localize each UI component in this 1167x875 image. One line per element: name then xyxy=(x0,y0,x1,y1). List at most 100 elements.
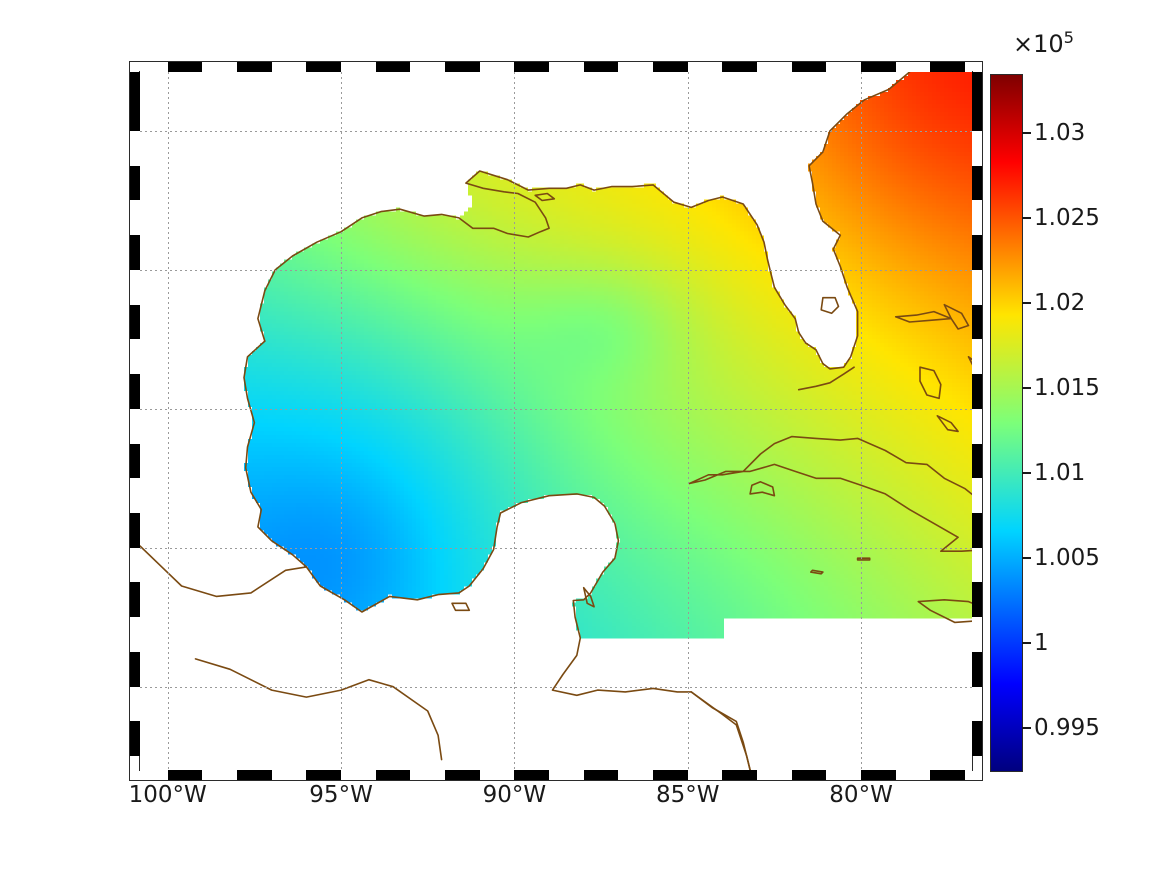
border-segment-bottom xyxy=(140,770,168,780)
colorbar-tick-mark xyxy=(1022,302,1031,305)
longitude-tick-label: 85°W xyxy=(655,782,720,808)
coastline-overlay xyxy=(140,72,972,770)
border-segment-right xyxy=(972,200,982,236)
border-segment-bottom xyxy=(583,770,619,780)
border-segment-top xyxy=(237,62,272,72)
border-segment-right xyxy=(972,513,982,548)
colorbar-gradient xyxy=(991,75,1022,771)
coastline-cayman2 xyxy=(856,557,871,561)
border-segment-top xyxy=(965,62,972,72)
border-segment-bottom xyxy=(237,770,272,780)
map-axes xyxy=(129,61,983,781)
border-segment-right xyxy=(972,443,982,479)
border-segment-right xyxy=(972,235,982,270)
colorbar-tick-mark xyxy=(1022,217,1031,220)
border-segment-top xyxy=(341,62,376,72)
border-segment-bottom xyxy=(341,770,376,780)
gridline-meridian xyxy=(341,72,343,770)
border-segment-bottom xyxy=(306,770,342,780)
coastline-isla-juventud xyxy=(749,481,776,497)
border-segment-right xyxy=(972,721,982,757)
gridline-meridian xyxy=(687,72,689,770)
coastline-mexico-texas xyxy=(140,493,751,770)
coastline-mx-small1 xyxy=(451,602,471,612)
border-segment-right xyxy=(972,547,982,583)
colorbar[interactable] xyxy=(990,74,1023,772)
border-segment-top xyxy=(653,62,688,72)
gridline-meridian xyxy=(514,72,516,770)
border-segment-bottom xyxy=(653,770,688,780)
border-segment-right xyxy=(972,374,982,409)
border-segment-left xyxy=(130,408,140,444)
coastline-bahamas-abaco xyxy=(943,303,970,330)
border-segment-right xyxy=(972,617,982,652)
border-segment-top xyxy=(306,62,342,72)
map-plot-area xyxy=(140,72,972,770)
coastline-cuba xyxy=(688,435,972,552)
coastline-cayman xyxy=(810,569,824,575)
border-segment-right xyxy=(972,72,982,97)
border-segment-bottom xyxy=(375,770,411,780)
gridline-parallel xyxy=(140,269,972,271)
gridline-parallel xyxy=(140,547,972,549)
border-segment-left xyxy=(130,72,140,97)
colorbar-tick-mark xyxy=(1022,726,1031,729)
border-segment-right xyxy=(972,408,982,444)
border-segment-bottom xyxy=(514,770,550,780)
border-segment-top xyxy=(757,62,792,72)
border-segment-top xyxy=(826,62,862,72)
border-segment-left xyxy=(130,721,140,757)
border-segment-right xyxy=(972,131,982,166)
border-segment-bottom xyxy=(757,770,792,780)
border-segment-top xyxy=(167,62,203,72)
border-segment-top xyxy=(791,62,827,72)
border-segment-top xyxy=(722,62,758,72)
border-segment-top xyxy=(861,62,896,72)
gridline-meridian xyxy=(167,72,169,770)
border-segment-bottom xyxy=(687,770,723,780)
coastline-florida-keys xyxy=(797,366,855,391)
border-segment-top xyxy=(514,62,550,72)
border-segment-right xyxy=(972,686,982,722)
colorbar-tick-label: 0.995 xyxy=(1034,714,1100,741)
gridline-meridian xyxy=(861,72,863,770)
border-segment-top xyxy=(479,62,515,72)
border-segment-top xyxy=(202,62,238,72)
colorbar-tick-mark xyxy=(1022,556,1031,559)
border-segment-bottom xyxy=(930,770,966,780)
coastline-caribbean-coast xyxy=(690,691,751,770)
border-segment-left xyxy=(130,165,140,201)
gridline-parallel xyxy=(140,131,972,133)
border-segment-top xyxy=(549,62,584,72)
border-segment-top xyxy=(583,62,619,72)
coastline-bahamas-andros xyxy=(919,366,942,400)
colorbar-tick-mark xyxy=(1022,132,1031,135)
coastline-lake-okeechobee xyxy=(820,296,840,315)
border-segment-top xyxy=(895,62,931,72)
border-segment-left xyxy=(130,96,140,132)
border-segment-top xyxy=(410,62,446,72)
border-segment-right xyxy=(972,582,982,618)
coastline-yucatan-lagoon xyxy=(582,586,595,608)
border-outline xyxy=(129,61,983,781)
colorbar-tick-mark xyxy=(1022,387,1031,390)
border-segment-left xyxy=(130,443,140,479)
border-segment-top xyxy=(445,62,480,72)
border-segment-left xyxy=(130,478,140,514)
colorbar-exponent-label: ×105 xyxy=(1013,28,1074,58)
border-segment-right xyxy=(972,339,982,375)
border-segment-left xyxy=(130,547,140,583)
border-segment-bottom xyxy=(167,770,203,780)
border-segment-top xyxy=(271,62,307,72)
colorbar-tick-label: 1.02 xyxy=(1034,290,1086,317)
border-segment-bottom xyxy=(271,770,307,780)
border-segment-bottom xyxy=(895,770,931,780)
border-segment-left xyxy=(130,374,140,409)
border-segment-left xyxy=(130,686,140,722)
border-segment-left xyxy=(130,131,140,166)
coastline-texas-mx-border xyxy=(243,340,308,568)
border-segment-bottom xyxy=(618,770,654,780)
longitude-tick-label: 95°W xyxy=(309,782,373,808)
coastline-jamaica xyxy=(917,599,972,624)
